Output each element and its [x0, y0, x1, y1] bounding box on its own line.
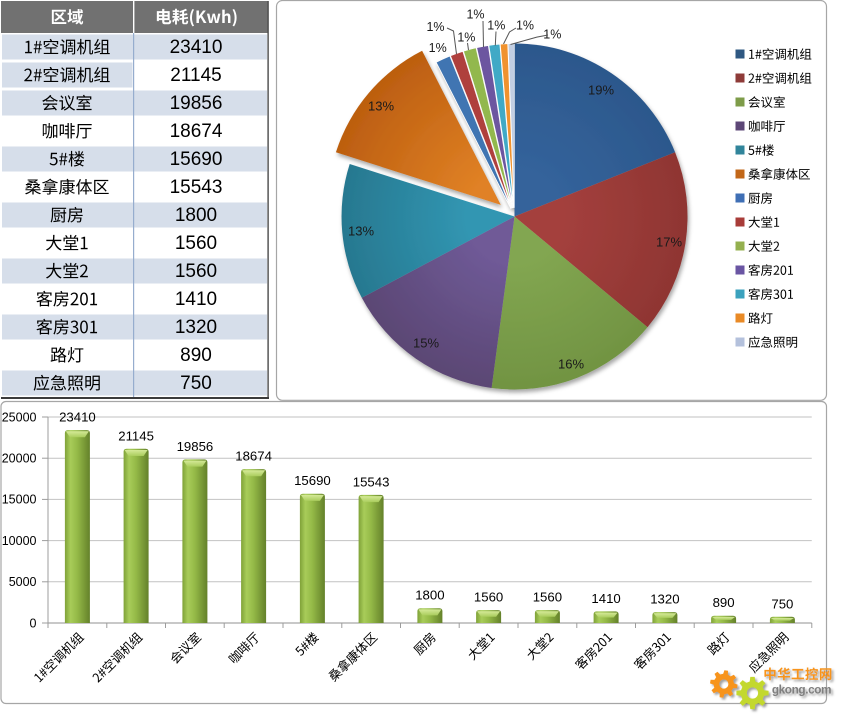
svg-text:17%: 17%: [656, 235, 682, 250]
svg-text:19856: 19856: [177, 439, 214, 454]
svg-text:1%: 1%: [543, 28, 561, 42]
svg-text:1410: 1410: [591, 591, 620, 606]
svg-text:15690: 15690: [294, 473, 331, 488]
svg-text:1410: 1410: [175, 289, 217, 310]
svg-text:15000: 15000: [2, 493, 37, 507]
svg-text:1560: 1560: [474, 590, 503, 605]
svg-text:1%: 1%: [429, 41, 447, 55]
svg-text:21145: 21145: [118, 428, 154, 443]
svg-text:13%: 13%: [368, 99, 394, 114]
svg-text:23410: 23410: [59, 410, 96, 425]
svg-text:15543: 15543: [353, 474, 390, 489]
svg-text:1%: 1%: [516, 19, 534, 33]
svg-text:16%: 16%: [558, 357, 584, 372]
svg-text:1800: 1800: [415, 588, 444, 603]
svg-text:1320: 1320: [175, 317, 217, 338]
svg-text:1320: 1320: [650, 592, 679, 607]
svg-text:5000: 5000: [9, 575, 37, 589]
svg-text:1%: 1%: [466, 8, 484, 22]
svg-text:1560: 1560: [175, 233, 217, 254]
svg-text:23410: 23410: [170, 37, 223, 58]
svg-text:1560: 1560: [175, 261, 217, 282]
svg-text:1%: 1%: [426, 20, 444, 34]
svg-text:1%: 1%: [487, 19, 505, 33]
svg-text:15690: 15690: [170, 149, 223, 170]
svg-text:1560: 1560: [533, 590, 562, 605]
svg-text:21145: 21145: [170, 65, 221, 86]
svg-text:18674: 18674: [170, 121, 223, 142]
svg-text:10000: 10000: [2, 534, 37, 548]
svg-text:25000: 25000: [2, 410, 37, 424]
svg-text:15%: 15%: [413, 336, 439, 351]
svg-text:gkong.com: gkong.com: [772, 683, 831, 697]
svg-text:15543: 15543: [170, 177, 223, 198]
svg-text:20000: 20000: [2, 452, 37, 466]
svg-text:13%: 13%: [348, 224, 374, 239]
svg-text:1800: 1800: [175, 205, 217, 226]
svg-text:750: 750: [180, 373, 212, 394]
svg-text:0: 0: [30, 616, 37, 630]
svg-text:890: 890: [180, 345, 212, 366]
svg-text:19%: 19%: [588, 83, 614, 98]
svg-text:18674: 18674: [235, 449, 272, 464]
svg-text:890: 890: [713, 595, 735, 610]
svg-text:750: 750: [771, 596, 793, 611]
svg-text:1%: 1%: [457, 31, 475, 45]
svg-text:19856: 19856: [170, 93, 223, 114]
